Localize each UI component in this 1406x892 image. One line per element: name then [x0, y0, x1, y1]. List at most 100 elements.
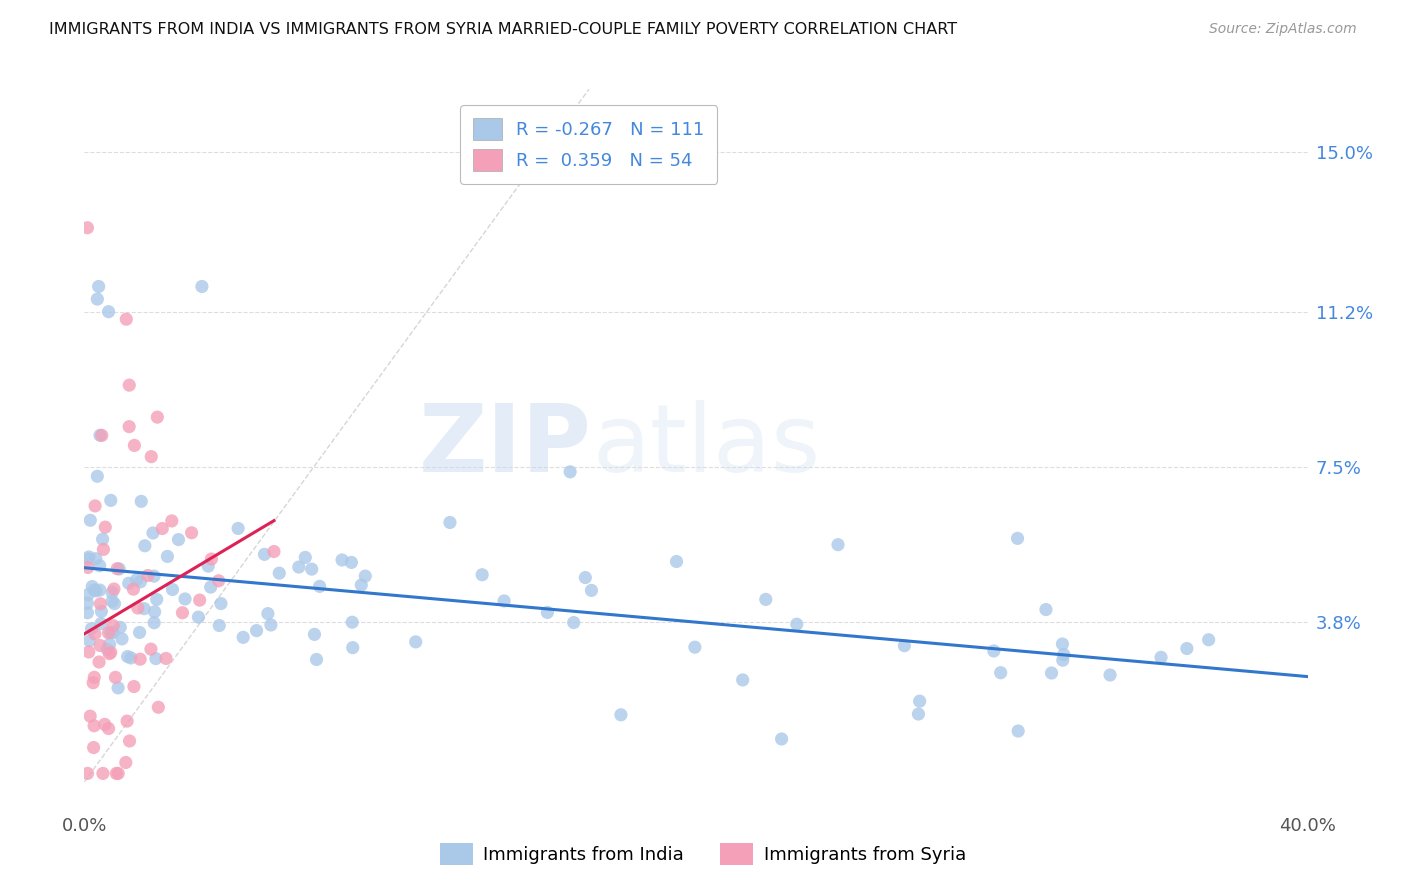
Point [786, 617, 808, 632]
Point [89, 639, 111, 653]
Point [1035, 602, 1057, 616]
Point [269, 566, 291, 581]
Point [115, 714, 138, 728]
Point [93, 542, 115, 557]
Point [120, 651, 142, 665]
Point [150, 522, 173, 536]
Point [907, 706, 929, 721]
Point [90, 604, 112, 618]
Point [118, 378, 141, 392]
Point [536, 606, 558, 620]
Point [301, 562, 323, 576]
Point [167, 533, 190, 547]
Point [142, 526, 165, 541]
Point [94, 520, 117, 534]
Point [83, 670, 105, 684]
Point [209, 597, 232, 611]
Point [98, 637, 121, 651]
Point [86, 469, 108, 483]
Point [82, 675, 104, 690]
Text: IMMIGRANTS FROM INDIA VS IMMIGRANTS FROM SYRIA MARRIED-COUPLE FAMILY POVERTY COR: IMMIGRANTS FROM INDIA VS IMMIGRANTS FROM… [49, 22, 957, 37]
Point [983, 644, 1005, 658]
Point [574, 571, 596, 585]
Point [101, 585, 124, 599]
Point [308, 579, 330, 593]
Point [188, 593, 211, 607]
Point [91, 766, 114, 780]
Legend: Immigrants from India, Immigrants from Syria: Immigrants from India, Immigrants from S… [433, 836, 973, 872]
Point [97, 304, 120, 318]
Point [1150, 650, 1173, 665]
Point [908, 694, 931, 708]
Point [180, 525, 202, 540]
Point [162, 582, 184, 597]
Point [827, 538, 849, 552]
Point [122, 582, 145, 596]
Point [1007, 724, 1029, 739]
Point [103, 618, 125, 632]
Point [125, 573, 148, 587]
Point [232, 630, 254, 644]
Point [79, 513, 101, 527]
Point [89, 597, 111, 611]
Point [770, 731, 793, 746]
Point [330, 553, 353, 567]
Point [76, 596, 98, 610]
Point [350, 578, 373, 592]
Point [82, 580, 104, 594]
Point [731, 673, 754, 687]
Point [139, 642, 162, 657]
Point [127, 601, 149, 615]
Point [87, 279, 110, 293]
Point [174, 591, 197, 606]
Point [755, 592, 778, 607]
Point [342, 615, 364, 630]
Point [172, 606, 194, 620]
Point [76, 220, 98, 235]
Point [90, 428, 112, 442]
Point [405, 635, 427, 649]
Point [124, 438, 146, 452]
Point [558, 465, 581, 479]
Point [136, 568, 159, 582]
Point [146, 410, 169, 425]
Point [108, 562, 131, 576]
Point [80, 622, 103, 636]
Point [87, 655, 110, 669]
Point [439, 516, 461, 530]
Point [117, 649, 139, 664]
Point [122, 680, 145, 694]
Point [83, 582, 105, 597]
Point [107, 766, 129, 780]
Point [145, 592, 167, 607]
Point [665, 554, 688, 568]
Point [79, 709, 101, 723]
Point [562, 615, 585, 630]
Point [105, 562, 128, 576]
Point [200, 580, 222, 594]
Point [155, 651, 177, 665]
Point [1052, 637, 1074, 651]
Point [89, 582, 111, 597]
Point [77, 549, 100, 564]
Point [103, 597, 125, 611]
Text: Source: ZipAtlas.com: Source: ZipAtlas.com [1209, 22, 1357, 37]
Point [103, 582, 125, 596]
Point [1007, 532, 1029, 546]
Point [263, 544, 285, 558]
Point [84, 583, 107, 598]
Point [100, 493, 122, 508]
Point [129, 652, 152, 666]
Point [610, 707, 633, 722]
Point [111, 632, 134, 646]
Point [1040, 665, 1063, 680]
Point [143, 615, 166, 630]
Point [84, 551, 107, 566]
Point [354, 569, 377, 583]
Point [77, 588, 100, 602]
Point [208, 574, 231, 588]
Point [114, 756, 136, 770]
Point [304, 627, 326, 641]
Point [79, 633, 101, 648]
Point [128, 625, 150, 640]
